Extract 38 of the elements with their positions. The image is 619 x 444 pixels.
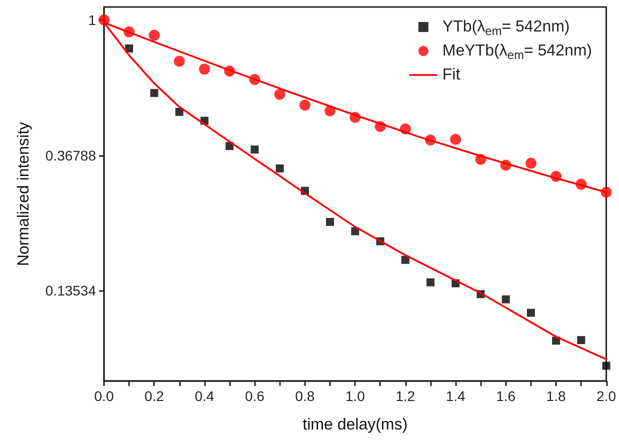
y-axis-title: Normalized intensity [16, 122, 32, 266]
point [125, 44, 134, 52]
x-tick-label: 0.0 [94, 388, 114, 404]
point [401, 256, 410, 264]
x-tick-label: 2.0 [596, 388, 616, 404]
point [274, 88, 286, 100]
point [502, 295, 510, 304]
point [525, 158, 536, 169]
point [175, 108, 184, 116]
y-tick-label: 1 [88, 12, 96, 28]
point [198, 64, 210, 75]
x-tick-label: 1.2 [396, 388, 416, 404]
x-tick-label: 0.6 [244, 388, 265, 404]
point [299, 100, 310, 111]
point [450, 134, 462, 145]
y-tick-label: 0.36788 [45, 147, 96, 164]
point [150, 88, 158, 97]
x-tick-label: 0.2 [144, 388, 164, 404]
x-tick-label: 1.6 [496, 388, 516, 404]
y-tick-label: 0.13534 [45, 282, 96, 299]
x-tick-label: 1.8 [546, 388, 566, 404]
x-tick-label: 0.8 [295, 388, 315, 404]
x-tick-label: 1.4 [446, 388, 466, 404]
point [577, 336, 586, 344]
point [602, 362, 610, 370]
point [276, 164, 284, 172]
point [426, 278, 434, 286]
x-axis-title: time delay(ms) [302, 416, 408, 434]
point [98, 14, 110, 26]
x-tick-label: 1.0 [345, 388, 366, 404]
point [351, 227, 360, 236]
point [148, 30, 160, 41]
point [526, 308, 535, 317]
point [174, 56, 185, 67]
legend-label: Fit [442, 66, 461, 84]
x-tick-label: 0.4 [194, 388, 214, 404]
point [326, 218, 334, 226]
point [250, 146, 259, 154]
